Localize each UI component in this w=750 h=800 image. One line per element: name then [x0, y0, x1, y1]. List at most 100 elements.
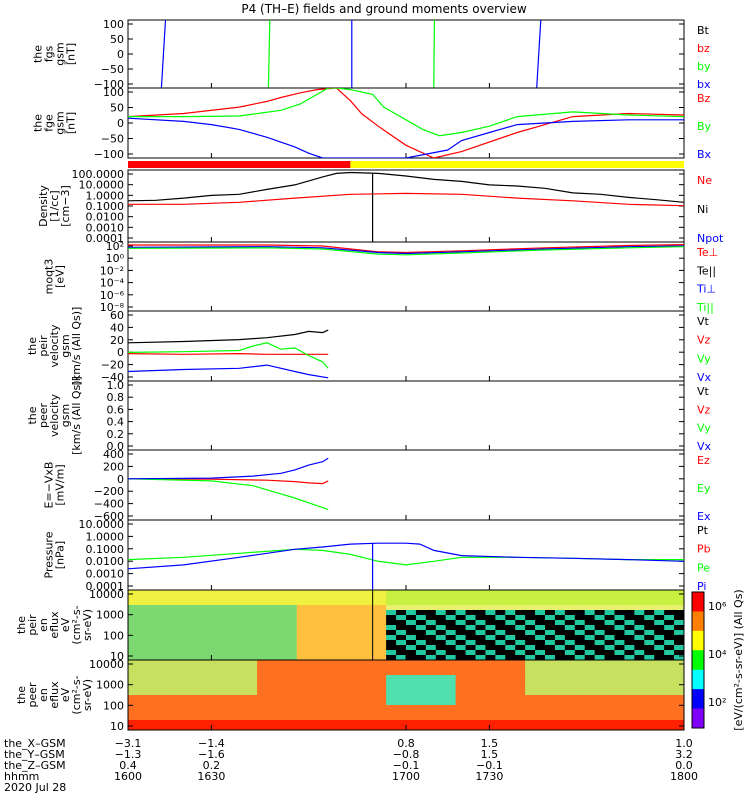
spectrogram-cell — [326, 710, 337, 716]
spectrogram-cell — [624, 715, 635, 721]
spectrogram-cell — [356, 670, 367, 676]
spectrogram-cell — [584, 655, 596, 661]
footer-value: 0.0 — [675, 759, 693, 772]
spectrogram-cell — [654, 655, 665, 661]
spectrogram-cell — [614, 615, 625, 621]
spectrogram-cell — [237, 625, 248, 631]
y-tick-label: 100 — [103, 86, 124, 99]
spectrogram-cell — [435, 600, 447, 606]
spectrogram-cell — [177, 600, 189, 606]
y-label-line: eV — [59, 687, 72, 702]
spectrogram-cell — [306, 635, 318, 641]
spectrogram-cell — [296, 655, 308, 661]
spectrogram-cell — [415, 675, 427, 681]
spectrogram-cell — [594, 600, 606, 606]
spectrogram-cell — [237, 660, 248, 666]
spectrogram-cell — [386, 650, 397, 656]
spectrogram-cell — [614, 705, 625, 711]
spectrogram-cell — [217, 605, 228, 611]
spectrogram-cell — [128, 695, 139, 701]
spectrogram-cell — [356, 640, 367, 646]
spectrogram-cell — [366, 680, 377, 686]
spectrogram-cell — [207, 710, 218, 716]
spectrogram-cell — [535, 685, 546, 691]
spectrogram-cell — [386, 720, 397, 726]
spectrogram-cell — [386, 715, 397, 721]
spectrogram-cell — [267, 630, 278, 636]
spectrogram-cell — [167, 705, 179, 711]
spectrogram-cell — [237, 720, 248, 726]
spectrogram-cell — [177, 605, 189, 611]
spectrogram-cell — [415, 690, 427, 696]
spectrogram-cell — [386, 710, 397, 716]
spectrogram-cell — [455, 640, 467, 646]
spectrogram-cell — [644, 675, 655, 681]
spectrogram-cell — [187, 715, 198, 721]
spectrogram-cell — [525, 685, 536, 691]
spectrogram-cell — [326, 610, 337, 616]
spectrogram-cell — [564, 620, 576, 626]
spectrogram-cell — [346, 645, 357, 651]
spectrogram-cell — [435, 725, 447, 731]
spectrogram-cell — [485, 710, 496, 716]
series-ti-line — [128, 245, 684, 255]
spectrogram-cell — [157, 715, 169, 721]
spectrogram-cell — [554, 705, 566, 711]
y-tick-label: 1.0000 — [86, 530, 125, 543]
spectrogram-cell — [177, 655, 189, 661]
footer-value: 1730 — [475, 770, 503, 783]
series-ni-line — [128, 171, 684, 203]
spectrogram-cell — [276, 695, 288, 701]
spectrogram-cell — [574, 655, 586, 661]
spectrogram-cell — [227, 715, 238, 721]
spectrogram-cell — [485, 630, 496, 636]
spectrogram-cell — [326, 595, 337, 601]
spectrogram-cell — [296, 685, 308, 691]
spectrogram-cell — [406, 645, 417, 651]
spectrogram-cell — [654, 590, 665, 596]
spectrogram-cell — [644, 640, 655, 646]
spectrogram-cell — [664, 655, 675, 661]
spectrogram-cell — [674, 590, 685, 596]
spectrogram-cell — [515, 635, 526, 641]
spectrogram-cell — [664, 590, 675, 596]
y-tick-label: 60 — [110, 309, 124, 322]
spectrogram-cell — [465, 670, 476, 676]
spectrogram-cell — [435, 710, 447, 716]
spectrogram-cell — [187, 640, 198, 646]
spectrogram-cell — [197, 590, 208, 596]
spectrogram-cell — [564, 725, 576, 731]
spectrogram-cell — [564, 610, 576, 616]
spectrogram-cell — [614, 670, 625, 676]
spectrogram-cell — [286, 720, 298, 726]
spectrogram-cell — [495, 600, 506, 606]
spectrogram-cell — [187, 595, 198, 601]
spectrogram-cell — [584, 675, 596, 681]
spectrogram-cell — [247, 675, 258, 681]
spectrogram-cell — [227, 600, 238, 606]
spectrogram-cell — [386, 725, 397, 731]
spectrogram-cell — [445, 665, 457, 671]
spectrogram-cell — [515, 660, 526, 666]
spectrogram-cell — [614, 610, 625, 616]
spectrogram-cell — [584, 645, 596, 651]
spectrogram-cell — [237, 665, 248, 671]
spectrogram-cell — [346, 725, 357, 731]
spectrogram-cell — [227, 710, 238, 716]
spectrogram-cell — [147, 695, 159, 701]
spectrogram-cell — [674, 670, 685, 676]
spectrogram-cell — [674, 705, 685, 711]
spectrogram-cell — [207, 590, 218, 596]
spectrogram-cell — [485, 605, 496, 611]
spectrogram-cell — [485, 640, 496, 646]
spectrogram-cell — [415, 620, 427, 626]
spectrogram-cell — [634, 620, 645, 626]
spectrogram-cell — [455, 650, 467, 656]
spectrogram-cell — [574, 645, 586, 651]
spectrogram-cell — [445, 600, 457, 606]
spectrogram-cell — [545, 630, 556, 636]
spectrogram-cell — [296, 725, 308, 731]
spectrogram-cell — [237, 695, 248, 701]
spectrogram-cell — [415, 670, 427, 676]
spectrogram-cell — [674, 700, 685, 706]
